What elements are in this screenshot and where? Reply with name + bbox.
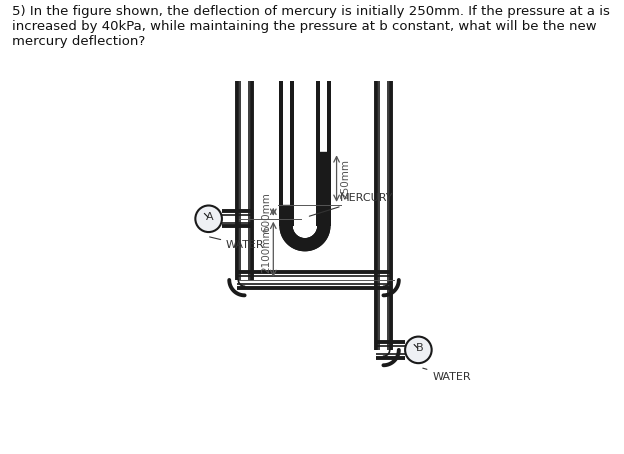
Text: MERCURY: MERCURY bbox=[310, 193, 393, 216]
Text: WATER: WATER bbox=[423, 368, 471, 382]
Circle shape bbox=[405, 336, 432, 363]
Text: 2100mm: 2100mm bbox=[261, 226, 271, 272]
Text: A: A bbox=[206, 212, 213, 222]
Polygon shape bbox=[281, 226, 329, 249]
Text: 5) In the figure shown, the deflection of mercury is initially 250mm. If the pre: 5) In the figure shown, the deflection o… bbox=[12, 5, 610, 48]
Text: B: B bbox=[416, 344, 423, 354]
Text: WATER: WATER bbox=[210, 237, 265, 251]
Text: 250mm: 250mm bbox=[340, 158, 350, 198]
Circle shape bbox=[195, 206, 222, 232]
Text: 600mm: 600mm bbox=[261, 192, 271, 232]
